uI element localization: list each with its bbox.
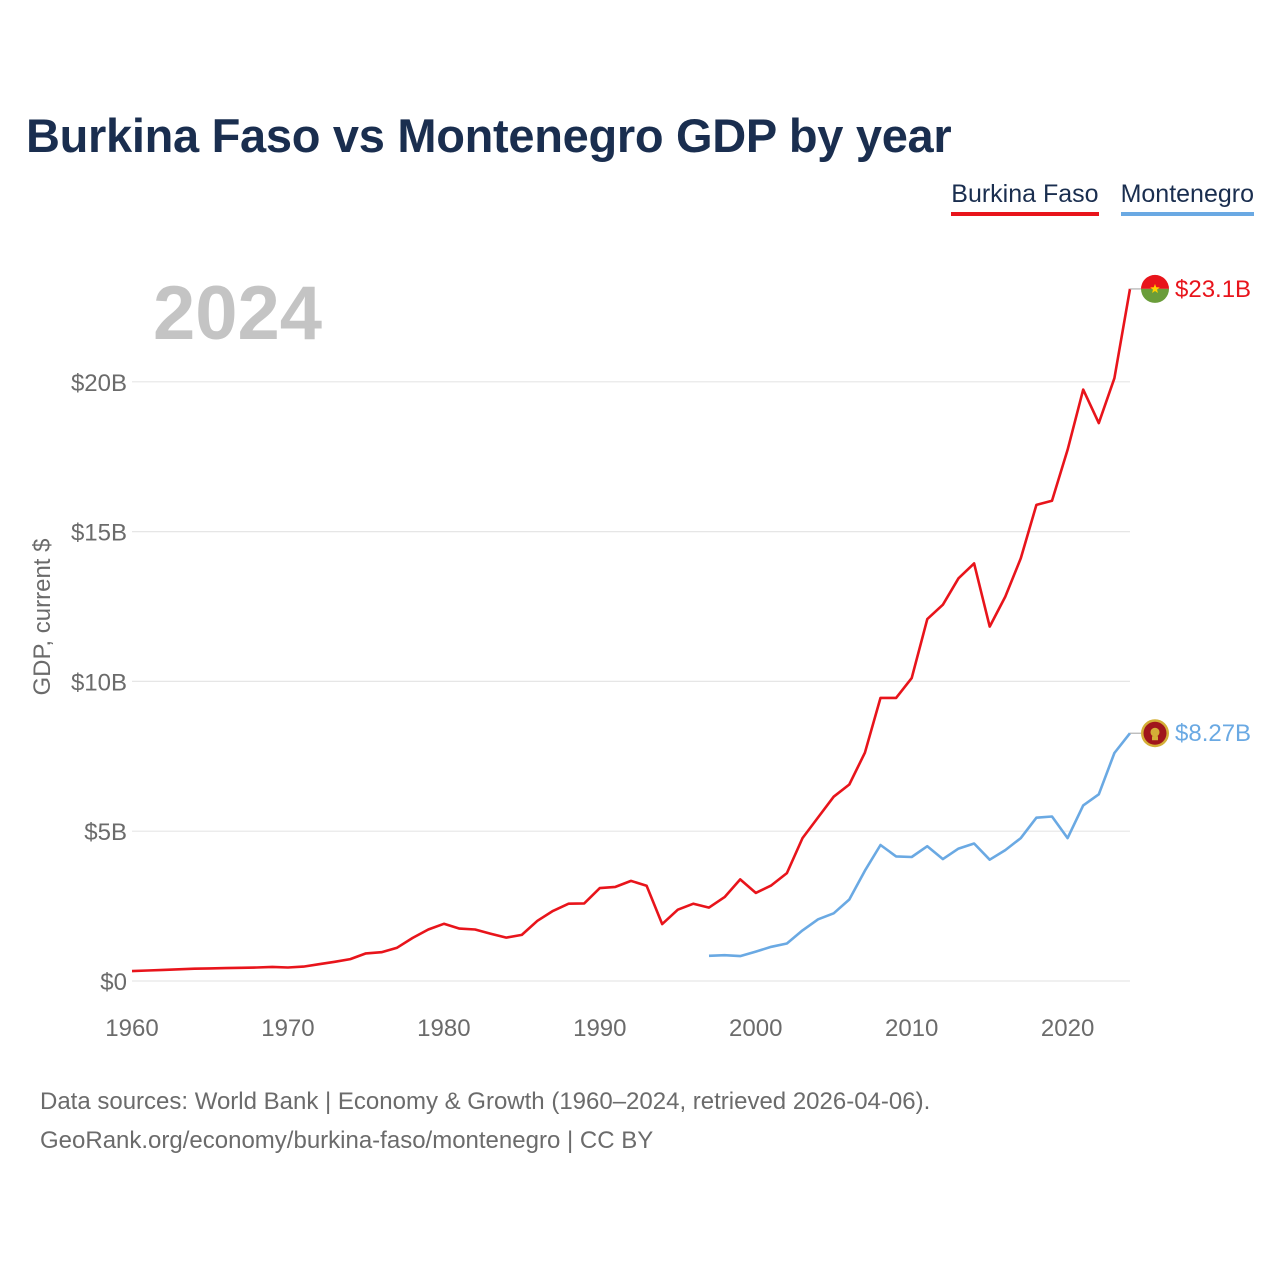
x-axis-ticks: 1960 1970 1980 1990 2000 2010 2020 [105, 1015, 1094, 1042]
footer: Data sources: World Bank | Economy & Gro… [40, 1082, 930, 1160]
flag-icon-burkina-faso [1141, 274, 1169, 303]
footer-url: GeoRank.org/economy/burkina-faso/montene… [40, 1127, 654, 1154]
x-tick-label: 2010 [885, 1015, 938, 1042]
y-tick-label: $20B [71, 370, 127, 397]
flag-icon-montenegro [1141, 719, 1169, 748]
legend: Burkina Faso Montenegro [951, 180, 1254, 216]
end-markers: $23.1B $8.27B [1130, 274, 1251, 748]
grid-layer [132, 381, 1130, 982]
end-value-label-burkina-faso: $23.1B [1175, 276, 1251, 303]
y-tick-label: $15B [71, 520, 127, 547]
legend-item-burkina-faso[interactable]: Burkina Faso [951, 180, 1099, 216]
x-tick-label: 1980 [417, 1015, 470, 1042]
y-axis-ticks: $0 $5B $10B $15B $20B [71, 370, 127, 996]
y-axis-label: GDP, current $ [29, 539, 56, 696]
line-series-montenegro [708, 732, 1132, 958]
x-tick-label: 1960 [105, 1015, 158, 1042]
x-tick-label: 1990 [573, 1015, 626, 1042]
year-watermark: 2024 [153, 271, 322, 356]
series-layer [131, 288, 1132, 973]
x-tick-label: 1970 [261, 1015, 314, 1042]
legend-item-montenegro[interactable]: Montenegro [1120, 180, 1254, 216]
x-tick-label: 2000 [729, 1015, 782, 1042]
y-tick-label: $5B [84, 819, 127, 846]
x-tick-label: 2020 [1041, 1015, 1094, 1042]
chart-title: Burkina Faso vs Montenegro GDP by year [26, 109, 952, 162]
line-series-burkina-faso [131, 288, 1132, 973]
y-tick-label: $10B [71, 669, 127, 696]
y-tick-label: $0 [100, 969, 127, 996]
footer-sources: Data sources: World Bank | Economy & Gro… [40, 1088, 931, 1115]
end-value-label-montenegro: $8.27B [1175, 720, 1251, 747]
